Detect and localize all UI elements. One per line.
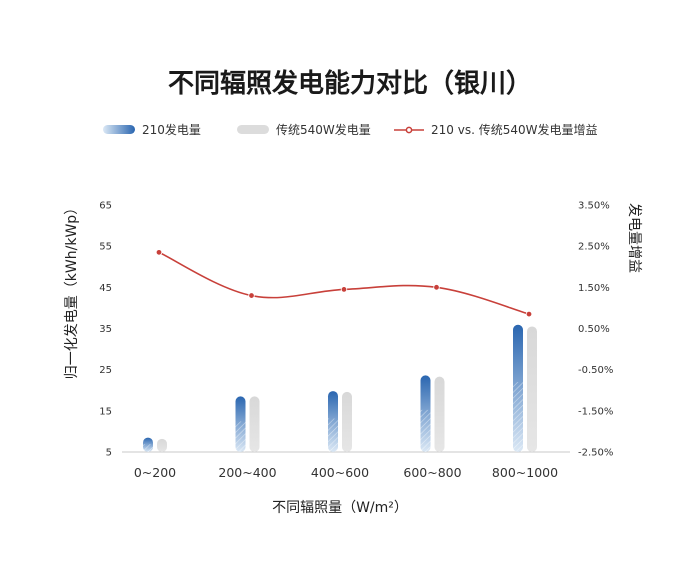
- y-tick-label: 65: [99, 201, 112, 212]
- y2-tick-label: 1.50%: [578, 283, 610, 294]
- x-tick-label: 600~800: [403, 465, 461, 480]
- bars: [143, 324, 537, 452]
- x-tick-label: 800~1000: [492, 465, 558, 480]
- y2-tick-label: -2.50%: [578, 448, 613, 459]
- y-tick-label: 35: [99, 324, 112, 335]
- legend-swatch-210: [103, 125, 135, 134]
- bar-210-hatch: [513, 382, 523, 452]
- legend-swatch-540w: [237, 125, 269, 134]
- y2-tick-label: 3.50%: [578, 201, 610, 212]
- chart-title: 不同辐照发电能力对比（银川）: [168, 68, 532, 99]
- bar-540w: [342, 391, 352, 452]
- gain-point: [155, 249, 163, 256]
- y-tick-label: 25: [99, 365, 112, 376]
- x-tick-label: 400~600: [311, 465, 369, 480]
- x-axis: 0~200 200~400 400~600 600~800 800~1000: [134, 465, 558, 480]
- y-tick-label: 5: [106, 448, 112, 459]
- bar-540w: [527, 326, 537, 452]
- bar-210-hatch: [420, 409, 431, 452]
- y-axis-left: 5 15 25 35 45 55 65: [99, 201, 112, 459]
- bar-540w: [249, 396, 260, 452]
- y-tick-label: 45: [99, 283, 112, 294]
- y2-tick-label: -1.50%: [578, 406, 613, 417]
- bar-540w: [157, 438, 167, 452]
- y2-tick-label: -0.50%: [578, 365, 613, 376]
- y2-tick-label: 2.50%: [578, 242, 610, 253]
- x-axis-label: 不同辐照量（W/m²）: [272, 500, 408, 516]
- gain-point: [525, 310, 533, 318]
- bar-210-hatch: [328, 418, 338, 452]
- y2-tick-label: 0.50%: [578, 324, 610, 335]
- legend: 210发电量 传统540W发电量 210 vs. 传统540W发电量增益: [103, 122, 597, 137]
- legend-label-210: 210发电量: [142, 122, 201, 137]
- legend-label-540w: 传统540W发电量: [276, 122, 371, 137]
- y2-axis-label: 发电量增益: [626, 203, 642, 273]
- bar-540w: [434, 376, 445, 452]
- x-tick-label: 200~400: [218, 465, 276, 480]
- bar-210-hatch: [235, 421, 246, 452]
- gain-point: [433, 284, 440, 291]
- gain-line: [158, 251, 530, 315]
- gain-point: [248, 292, 255, 299]
- y-tick-label: 55: [99, 242, 112, 253]
- gain-line-series: [155, 249, 533, 318]
- bar-210-hatch: [143, 444, 153, 452]
- y-tick-label: 15: [99, 406, 112, 417]
- x-tick-label: 0~200: [134, 465, 176, 480]
- legend-label-gain: 210 vs. 传统540W发电量增益: [431, 122, 597, 137]
- y-axis-right: -2.50% -1.50% -0.50% 0.50% 1.50% 2.50% 3.50%: [578, 201, 613, 459]
- gain-point: [340, 286, 348, 293]
- y-axis-label: 归一化发电量（kWh/kWp）: [63, 201, 80, 379]
- legend-swatch-gain-marker: [405, 126, 413, 134]
